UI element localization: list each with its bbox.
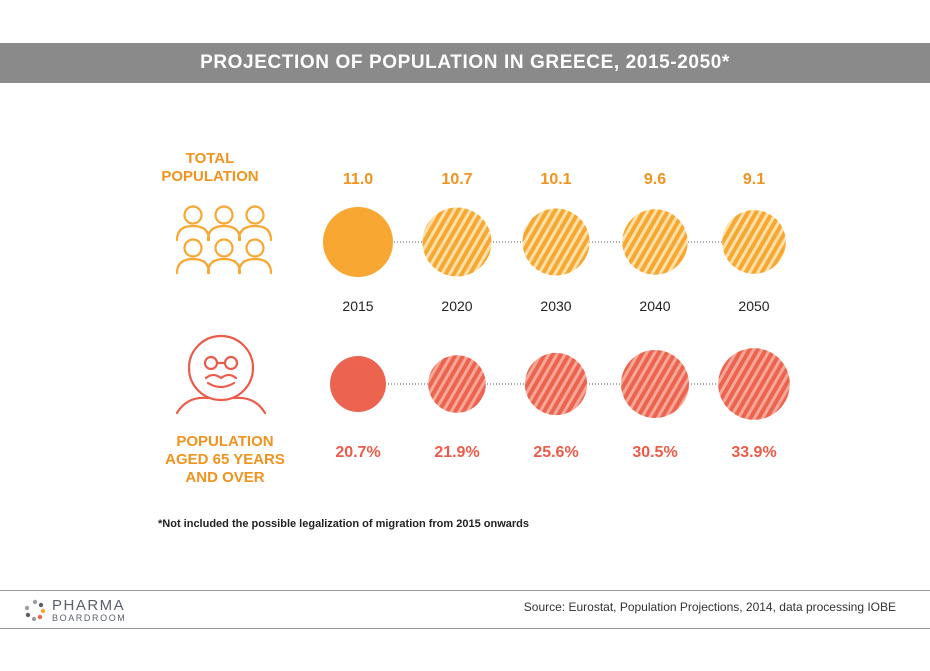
aged-bubble-2030 (524, 352, 588, 416)
aged-label-line2: AGED 65 YEARS (165, 451, 285, 468)
total-bubble-2030 (522, 208, 590, 276)
aged-population-label: POPULATION AGED 65 YEARS AND OVER (150, 433, 300, 487)
pharma-boardroom-logo-icon (24, 599, 46, 621)
footnote: *Not included the possible legalization … (158, 518, 529, 530)
aged-value-label-2020: 21.9% (434, 444, 479, 461)
total-value-label-2030: 10.1 (540, 171, 571, 188)
total-label-line1: TOTAL (185, 150, 235, 167)
total-population-label: TOTAL POPULATION (155, 150, 265, 186)
aged-label-line3: AND OVER (185, 469, 265, 486)
total-bubble-2015 (323, 207, 393, 277)
footer-divider-top (0, 590, 930, 591)
year-label-2015: 2015 (342, 298, 373, 314)
footer-divider-bottom (0, 628, 930, 629)
aged-bubble-2050 (718, 348, 790, 420)
aged-bubble-2040 (621, 350, 689, 418)
year-label-2030: 2030 (540, 298, 571, 314)
logo-line2: BOARDROOM (52, 612, 127, 623)
aged-label-line1: POPULATION (176, 433, 274, 450)
total-value-label-2020: 10.7 (441, 171, 472, 188)
aged-bubble-2020 (428, 355, 486, 413)
aged-value-label-2040: 30.5% (632, 444, 677, 461)
total-label-line2: POPULATION (161, 168, 259, 185)
chart-title: PROJECTION OF POPULATION IN GREECE, 2015… (0, 43, 930, 83)
aged-value-label-2030: 25.6% (533, 444, 578, 461)
total-bubble-2020 (422, 207, 492, 277)
total-value-label-2050: 9.1 (743, 171, 765, 188)
people-group-icon (175, 205, 273, 275)
year-label-2050: 2050 (738, 298, 769, 314)
year-label-2020: 2020 (441, 298, 472, 314)
aged-value-label-2015: 20.7% (335, 444, 380, 461)
aged-value-label-2050: 33.9% (731, 444, 776, 461)
logo-line1: PHARMA (52, 596, 126, 614)
source-note: Source: Eurostat, Population Projections… (523, 600, 896, 614)
pharma-boardroom-logo: PHARMA BOARDROOM (24, 597, 126, 623)
total-value-label-2015: 11.0 (343, 171, 373, 188)
elderly-person-icon (175, 334, 267, 415)
year-label-2040: 2040 (639, 298, 670, 314)
total-bubble-2040 (622, 209, 688, 275)
total-value-label-2040: 9.6 (644, 171, 666, 188)
total-bubble-2050 (722, 210, 786, 274)
aged-bubble-2015 (330, 356, 386, 412)
